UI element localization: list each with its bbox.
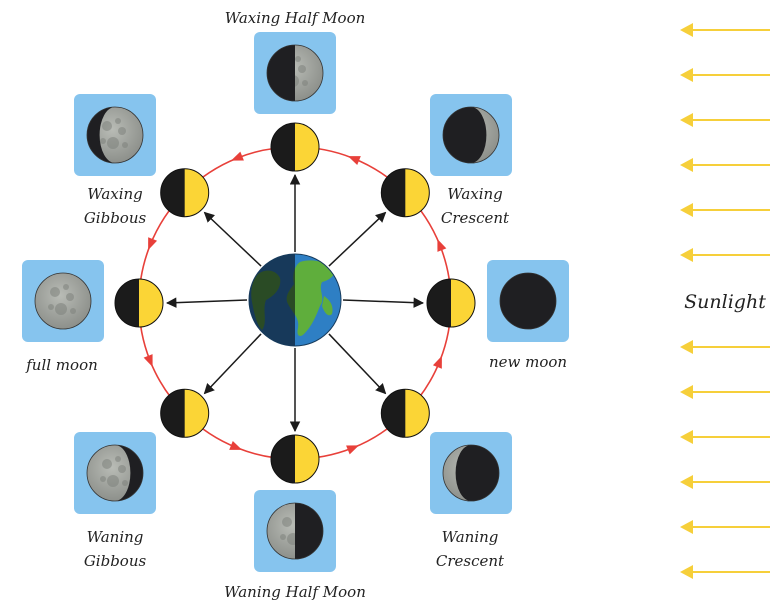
moon-icon (442, 106, 500, 164)
card-waning-half-moon (254, 490, 336, 572)
label-waxing-crescent: Waxing Crescent (440, 185, 510, 227)
orbit-arrowhead (143, 354, 153, 368)
radial-arrow-waxing-gibbous (203, 211, 262, 267)
radial-arrow-waning-gibbous (203, 333, 262, 395)
card-waxing-gibbous (74, 94, 156, 176)
orbit-moon-new (426, 278, 476, 328)
moon-icon (266, 44, 324, 102)
radial-arrow-full (165, 297, 248, 308)
orbit-moon-waxing-gibbous (160, 168, 210, 218)
phase-cards (22, 32, 569, 572)
sunlight-arrow-icon (680, 158, 770, 172)
sunlight-arrow-icon (680, 248, 770, 262)
moon-icon (34, 272, 92, 330)
sunlight-arrow-icon (680, 340, 770, 354)
orbit-arrowhead (347, 156, 361, 166)
label-sunlight: Sunlight (684, 291, 766, 313)
orbit-moon-waxing-crescent (380, 168, 430, 218)
orbit-direction-arrows (143, 151, 447, 455)
moon-icon (266, 502, 324, 560)
sunlight-arrow-icon (680, 203, 770, 217)
moon-icon (499, 272, 557, 330)
sunlight-arrow-icon (680, 23, 770, 37)
card-new-moon (487, 260, 569, 342)
moon-icon (86, 106, 144, 164)
sunlight-arrow-icon (680, 475, 770, 489)
card-waxing-crescent (430, 94, 512, 176)
sunlight-arrow-icon (680, 68, 770, 82)
orbit-arrowhead (229, 440, 243, 450)
orbit-moon-waxing-half (270, 122, 320, 172)
sunlight-arrow-icon (680, 520, 770, 534)
label-full-moon: full moon (26, 356, 98, 374)
radial-arrow-waning-crescent (328, 333, 387, 395)
sunlight-arrow-icon (680, 430, 770, 444)
orbit-arrowhead (230, 151, 244, 161)
earth-icon (248, 253, 342, 347)
moon-icon (86, 444, 144, 502)
sunlight-arrow-icon (680, 113, 770, 127)
orbit-moons (114, 122, 476, 484)
label-waning-gibbous: Waning Gibbous (83, 528, 147, 570)
moon-icon (442, 444, 500, 502)
label-waxing-gibbous: Waxing Gibbous (83, 185, 147, 227)
orbit-moon-waning-gibbous (160, 388, 210, 438)
sunlight-arrow-icon (680, 385, 770, 399)
label-waning-half-moon: Waning Half Moon (224, 583, 366, 601)
card-full-moon (22, 260, 104, 342)
orbit-moon-full (114, 278, 164, 328)
orbit-arrowhead (437, 238, 447, 252)
sunlight-arrow-icon (680, 565, 770, 579)
radial-arrow-waxing-crescent (328, 211, 387, 267)
label-waxing-half-moon: Waxing Half Moon (224, 9, 366, 27)
orbit-arrowhead (346, 445, 360, 455)
earth-to-moon-arrows (165, 173, 425, 433)
orbit-moon-waning-crescent (380, 388, 430, 438)
card-waning-crescent (430, 432, 512, 514)
orbit-arrowhead (148, 237, 158, 251)
card-waxing-half-moon (254, 32, 336, 114)
orbit-moon-waning-half (270, 434, 320, 484)
orbit-arrowhead (432, 355, 442, 369)
radial-arrow-new (342, 297, 425, 308)
card-waning-gibbous (74, 432, 156, 514)
label-new-moon: new moon (488, 353, 568, 371)
sunlight-arrows (680, 23, 770, 579)
label-waning-crescent: Waning Crescent (435, 528, 505, 570)
